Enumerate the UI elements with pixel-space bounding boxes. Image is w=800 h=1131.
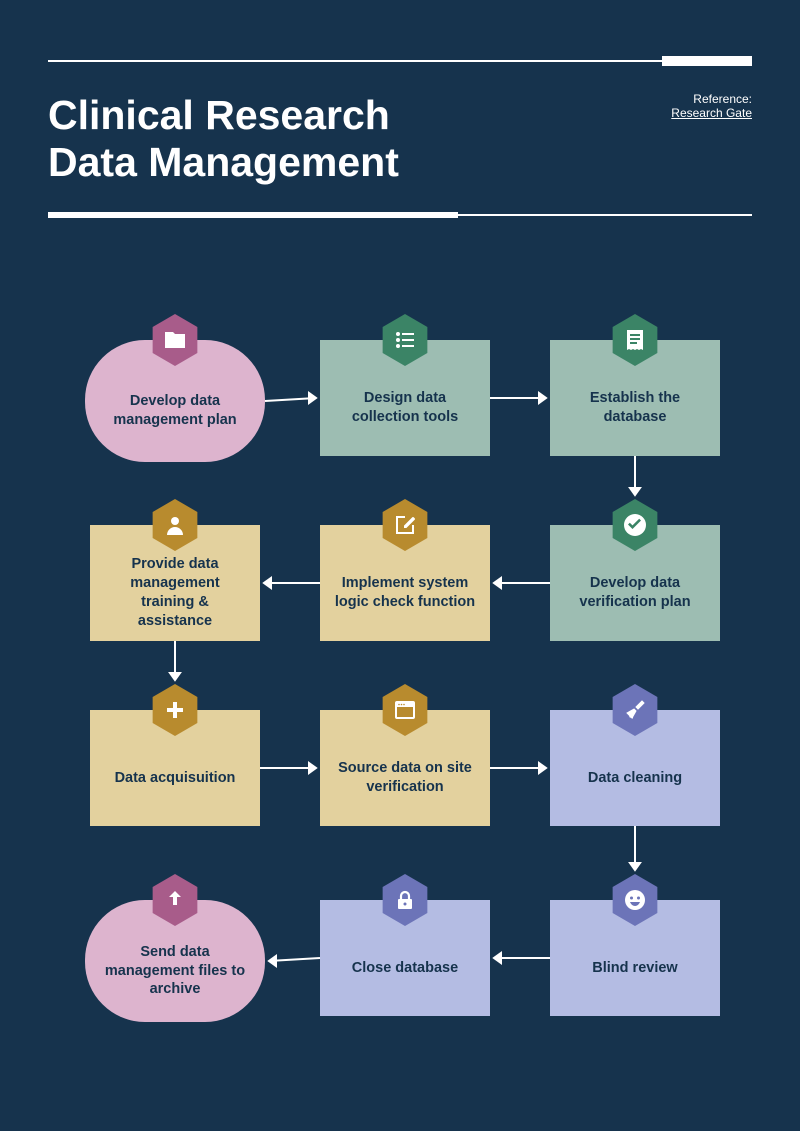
page-title: Clinical Research Data Management: [48, 92, 399, 186]
node-n4: Develop data verification plan: [550, 525, 720, 641]
arrow: [261, 950, 328, 969]
edit-icon: [393, 513, 417, 537]
node-label: Develop data management plan: [103, 392, 247, 430]
arrow: [256, 575, 328, 591]
node-label: Data cleaning: [588, 769, 682, 788]
node-n7: Data acquisuition: [90, 710, 260, 826]
node-label: Develop data verification plan: [564, 574, 706, 612]
node-n11: Close database: [320, 900, 490, 1016]
title-line-1: Clinical Research: [48, 92, 399, 139]
node-n12: Send data management files to archive: [85, 900, 265, 1022]
arrow: [257, 390, 324, 409]
node-label: Data acquisuition: [115, 769, 236, 788]
hex-badge: [609, 314, 661, 366]
hex-badge: [149, 874, 201, 926]
hex-badge: [149, 499, 201, 551]
arrow: [486, 950, 558, 966]
lock-icon: [393, 888, 417, 912]
hex-badge: [609, 499, 661, 551]
arrow: [627, 818, 643, 878]
node-label: Implement system logic check function: [334, 574, 476, 612]
hex-badge: [609, 684, 661, 736]
node-label: Send data management files to archive: [103, 943, 247, 1000]
reference-label: Reference:: [671, 92, 752, 106]
upload-icon: [163, 888, 187, 912]
hex-badge: [609, 874, 661, 926]
node-n3: Establish the database: [550, 340, 720, 456]
reference: Reference: Research Gate: [671, 92, 752, 120]
receipt-icon: [623, 328, 647, 352]
node-label: Close database: [352, 959, 458, 978]
window-icon: [393, 698, 417, 722]
check-icon: [623, 513, 647, 537]
node-label: Source data on site verification: [334, 759, 476, 797]
arrow: [627, 448, 643, 503]
reference-link[interactable]: Research Gate: [671, 106, 752, 120]
node-label: Establish the database: [564, 389, 706, 427]
node-n9: Data cleaning: [550, 710, 720, 826]
hex-badge: [379, 499, 431, 551]
node-label: Blind review: [592, 959, 677, 978]
arrow: [252, 760, 324, 776]
broom-icon: [623, 698, 647, 722]
top-rule: [48, 60, 752, 62]
node-label: Provide data management training & assis…: [104, 555, 246, 630]
plus-icon: [163, 698, 187, 722]
hex-badge: [379, 684, 431, 736]
flowchart: Develop data management plan Design data …: [0, 300, 800, 1130]
smile-icon: [623, 888, 647, 912]
arrow: [167, 633, 183, 688]
bottom-rule: [48, 214, 752, 216]
person-icon: [163, 513, 187, 537]
node-n1: Develop data management plan: [85, 340, 265, 462]
node-n6: Provide data management training & assis…: [90, 525, 260, 641]
header: Clinical Research Data Management Refere…: [0, 0, 800, 216]
node-n5: Implement system logic check function: [320, 525, 490, 641]
hex-badge: [149, 314, 201, 366]
title-line-2: Data Management: [48, 139, 399, 186]
arrow: [482, 390, 554, 406]
arrow: [482, 760, 554, 776]
node-n2: Design data collection tools: [320, 340, 490, 456]
node-n8: Source data on site verification: [320, 710, 490, 826]
hex-badge: [379, 874, 431, 926]
list-icon: [393, 328, 417, 352]
hex-badge: [149, 684, 201, 736]
node-label: Design data collection tools: [334, 389, 476, 427]
hex-badge: [379, 314, 431, 366]
node-n10: Blind review: [550, 900, 720, 1016]
folder-icon: [163, 328, 187, 352]
arrow: [486, 575, 558, 591]
